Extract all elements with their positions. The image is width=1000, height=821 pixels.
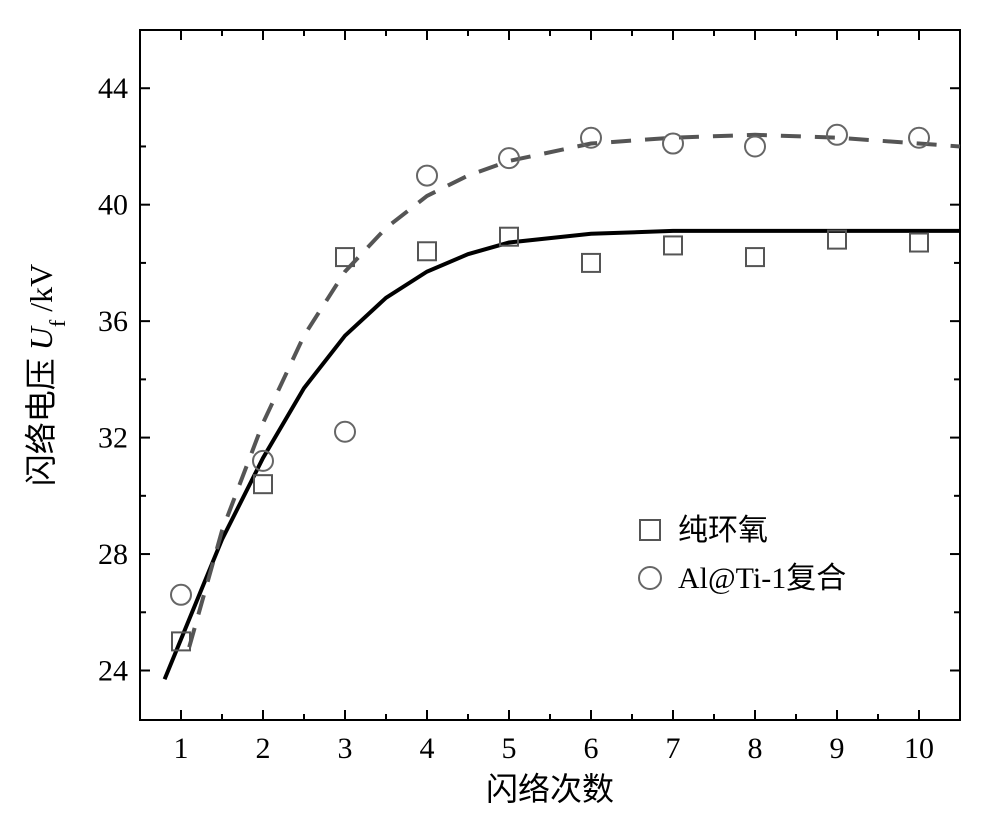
legend-label: 纯环氧 <box>678 514 768 547</box>
y-tick-label: 36 <box>98 305 128 338</box>
x-tick-label: 4 <box>420 732 435 765</box>
y-axis-label: 闪络电压 Uf /kV <box>23 264 70 486</box>
y-tick-label: 28 <box>98 538 128 571</box>
data-point-circle <box>171 585 191 605</box>
y-tick-label: 40 <box>98 189 128 222</box>
legend-label: Al@Ti-1复合 <box>678 562 846 595</box>
data-point-square <box>910 234 928 252</box>
data-point-square <box>828 231 846 249</box>
y-tick-label: 24 <box>98 655 128 688</box>
data-point-circle <box>417 166 437 186</box>
data-point-square <box>664 236 682 254</box>
x-tick-label: 2 <box>256 732 271 765</box>
data-point-square <box>582 254 600 272</box>
x-tick-label: 7 <box>666 732 681 765</box>
data-point-square <box>746 248 764 266</box>
legend-marker-circle <box>639 567 661 589</box>
data-point-square <box>418 242 436 260</box>
legend-marker-square <box>640 520 660 540</box>
x-tick-label: 5 <box>502 732 517 765</box>
x-tick-label: 8 <box>748 732 763 765</box>
y-tick-label: 44 <box>98 72 128 105</box>
chart-svg: 1 2 3 4 5 6 7 8 9 10 24 28 32 36 40 44 闪络次数 闪络电压 Uf /kV 纯环… <box>0 0 1000 821</box>
data-point-circle <box>827 125 847 145</box>
chart-container: 1 2 3 4 5 6 7 8 9 10 24 28 32 36 40 44 闪络次数 闪络电压 Uf /kV 纯环… <box>0 0 1000 821</box>
fit-curve <box>165 231 960 679</box>
x-tick-label: 3 <box>338 732 353 765</box>
data-point-circle <box>335 422 355 442</box>
x-tick-label: 9 <box>830 732 845 765</box>
y-tick-label: 32 <box>98 422 128 455</box>
data-point-square <box>254 475 272 493</box>
x-tick-label: 6 <box>584 732 599 765</box>
plot-frame <box>140 30 960 720</box>
data-point-circle <box>663 134 683 154</box>
x-tick-label: 1 <box>174 732 189 765</box>
x-tick-label: 10 <box>904 732 934 765</box>
data-point-circle <box>745 136 765 156</box>
x-axis-label: 闪络次数 <box>486 771 614 807</box>
